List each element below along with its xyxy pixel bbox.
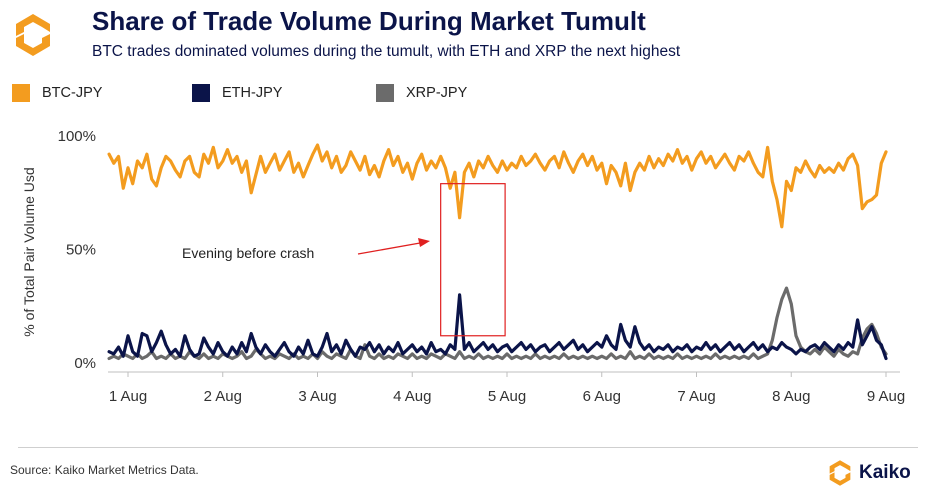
x-tick-label: 8 Aug	[772, 388, 810, 405]
source-note: Source: Kaiko Market Metrics Data.	[10, 463, 199, 477]
x-tick-label: 3 Aug	[298, 388, 336, 405]
line-chart: % of Total Pair Volume Usd 0% 50% 100% 1 Aug…	[21, 128, 905, 405]
xrp-series-line	[107, 286, 888, 361]
legend: BTC-JPY ETH-JPY XRP-JPY	[0, 84, 938, 104]
footer-divider	[18, 447, 918, 448]
annotation-arrow-line	[357, 242, 421, 255]
kaiko-logo-small-icon	[829, 460, 851, 486]
x-tick-label: 9 Aug	[867, 388, 905, 405]
x-tick-label: 1 Aug	[109, 388, 147, 405]
legend-label-btc: BTC-JPY	[42, 85, 103, 101]
brand-name: Kaiko	[859, 462, 911, 483]
legend-swatch-xrp	[376, 84, 394, 102]
y-tick-label: 50%	[66, 242, 96, 259]
x-tick-label: 5 Aug	[488, 388, 526, 405]
y-tick-label: 0%	[74, 355, 96, 372]
legend-item-xrp: XRP-JPY	[376, 84, 467, 102]
y-tick-label: 100%	[58, 128, 96, 145]
legend-item-eth: ETH-JPY	[192, 84, 282, 102]
annotation-arrow-head	[418, 238, 430, 247]
eth-series-line	[107, 293, 888, 361]
kaiko-logo-icon	[16, 14, 50, 56]
chart-subtitle: BTC trades dominated volumes during the …	[92, 43, 681, 60]
legend-label-eth: ETH-JPY	[222, 85, 283, 101]
legend-item-btc: BTC-JPY	[12, 84, 102, 102]
x-tick-label: 6 Aug	[583, 388, 621, 405]
legend-swatch-eth	[192, 84, 210, 102]
legend-label-xrp: XRP-JPY	[406, 85, 468, 101]
x-tick-label: 7 Aug	[677, 388, 715, 405]
annotation-box	[440, 183, 506, 337]
x-tick-label: 4 Aug	[393, 388, 431, 405]
chart-title: Share of Trade Volume During Market Tumu…	[92, 6, 646, 36]
x-tick-label: 2 Aug	[204, 388, 242, 405]
annotation-text: Evening before crash	[182, 245, 314, 261]
btc-series-line	[107, 143, 888, 229]
legend-swatch-btc	[12, 84, 30, 102]
kaiko-brand: Kaiko	[826, 459, 911, 487]
y-axis-label: % of Total Pair Volume Usd	[21, 167, 37, 336]
